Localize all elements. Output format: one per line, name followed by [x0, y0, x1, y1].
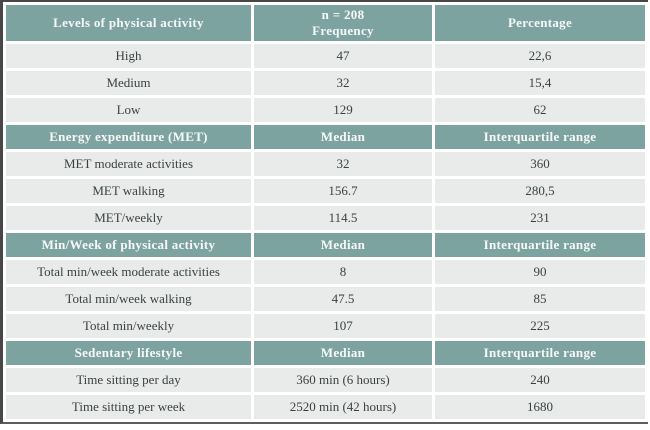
cell-label: Total min/week walking	[6, 287, 251, 311]
cell-median: 47.5	[254, 287, 432, 311]
cell-label: MET moderate activities	[6, 152, 251, 176]
cell-label: MET/weekly	[6, 206, 251, 230]
cell-median: 8	[254, 260, 432, 284]
section-title-sedentary: Sedentary lifestyle	[6, 341, 251, 365]
cell-iqr: 225	[435, 314, 645, 338]
cell-iqr: 231	[435, 206, 645, 230]
cell-iqr: 360	[435, 152, 645, 176]
cell-median: 107	[254, 314, 432, 338]
column-header-frequency: n = 208 Frequency	[254, 5, 432, 41]
table-row-minweek-moderate: Total min/week moderate activities 8 90	[6, 260, 645, 284]
cell-label: MET walking	[6, 179, 251, 203]
column-header-iqr: Interquartile range	[435, 341, 645, 365]
section-header-row-levels: Levels of physical activity n = 208 Freq…	[6, 5, 645, 41]
table-row-met-weekly: MET/weekly 114.5 231	[6, 206, 645, 230]
column-header-iqr: Interquartile range	[435, 125, 645, 149]
section-title-levels: Levels of physical activity	[6, 5, 251, 41]
cell-iqr: 280,5	[435, 179, 645, 203]
table-row-minweekly: Total min/weekly 107 225	[6, 314, 645, 338]
cell-percentage: 15,4	[435, 71, 645, 95]
cell-frequency: 32	[254, 71, 432, 95]
cell-median: 2520 min (42 hours)	[254, 395, 432, 419]
cell-label: High	[6, 44, 251, 68]
cell-median: 156.7	[254, 179, 432, 203]
section-title-energy: Energy expenditure (MET)	[6, 125, 251, 149]
table-row-met-moderate: MET moderate activities 32 360	[6, 152, 645, 176]
cell-percentage: 22,6	[435, 44, 645, 68]
cell-label: Total min/weekly	[6, 314, 251, 338]
table-row-sitting-day: Time sitting per day 360 min (6 hours) 2…	[6, 368, 645, 392]
cell-frequency: 47	[254, 44, 432, 68]
column-header-median: Median	[254, 341, 432, 365]
table-row-medium: Medium 32 15,4	[6, 71, 645, 95]
section-header-row-energy: Energy expenditure (MET) Median Interqua…	[6, 125, 645, 149]
section-header-row-sedentary: Sedentary lifestyle Median Interquartile…	[6, 341, 645, 365]
cell-label: Low	[6, 98, 251, 122]
cell-label: Medium	[6, 71, 251, 95]
cell-iqr: 1680	[435, 395, 645, 419]
table-row-low: Low 129 62	[6, 98, 645, 122]
column-header-iqr: Interquartile range	[435, 233, 645, 257]
cell-percentage: 62	[435, 98, 645, 122]
cell-median: 32	[254, 152, 432, 176]
cell-median: 114.5	[254, 206, 432, 230]
column-header-percentage: Percentage	[435, 5, 645, 41]
table-row-sitting-week: Time sitting per week 2520 min (42 hours…	[6, 395, 645, 419]
table-row-high: High 47 22,6	[6, 44, 645, 68]
section-header-row-minweek: Min/Week of physical activity Median Int…	[6, 233, 645, 257]
column-header-median: Median	[254, 233, 432, 257]
table-row-met-walking: MET walking 156.7 280,5	[6, 179, 645, 203]
cell-label: Total min/week moderate activities	[6, 260, 251, 284]
n-total-label: n = 208	[321, 7, 365, 22]
frequency-label: Frequency	[312, 23, 374, 38]
cell-iqr: 240	[435, 368, 645, 392]
cell-frequency: 129	[254, 98, 432, 122]
cell-iqr: 85	[435, 287, 645, 311]
cell-median: 360 min (6 hours)	[254, 368, 432, 392]
table-row-minweek-walking: Total min/week walking 47.5 85	[6, 287, 645, 311]
section-title-minweek: Min/Week of physical activity	[6, 233, 251, 257]
cell-label: Time sitting per day	[6, 368, 251, 392]
cell-label: Time sitting per week	[6, 395, 251, 419]
column-header-median: Median	[254, 125, 432, 149]
cell-iqr: 90	[435, 260, 645, 284]
